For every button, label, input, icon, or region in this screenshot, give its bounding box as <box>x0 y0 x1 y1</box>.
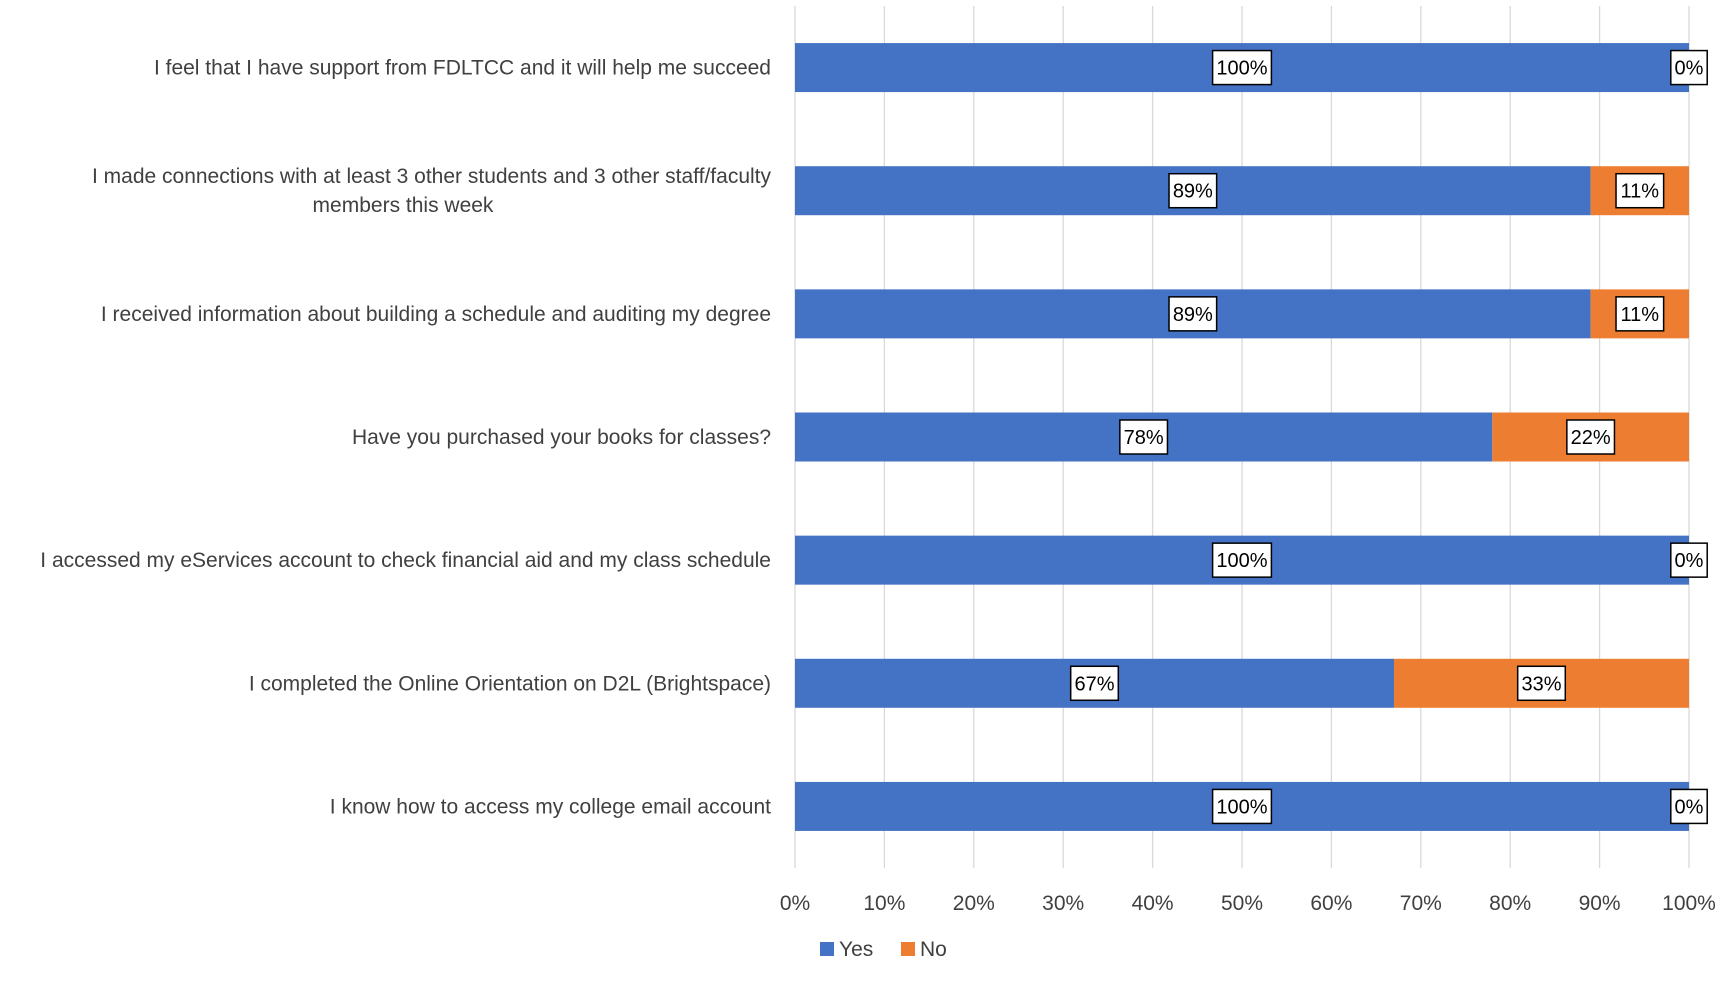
data-label-text: 67% <box>1074 673 1114 695</box>
data-label-yes: 100% <box>1211 49 1273 86</box>
data-label-text: 11% <box>1621 181 1660 203</box>
data-labels: 100% 0% 89% 11% 89% 11% 78% 22% 100% 0% 67% 33% 100%… <box>1069 49 1708 825</box>
data-label-text: 0% <box>1675 796 1704 818</box>
category-label: I know how to access my college email ac… <box>330 795 771 818</box>
data-label-text: 11% <box>1621 304 1660 326</box>
x-tick-label: 60% <box>1310 892 1352 915</box>
legend-item-no: No <box>901 938 947 961</box>
data-label-box <box>1211 788 1273 825</box>
data-label-text: 0% <box>1675 550 1704 572</box>
legend-label: Yes <box>839 938 873 961</box>
category-labels: I feel that I have support from FDLTCC a… <box>40 57 771 819</box>
category-label: Have you purchased your books for classe… <box>352 426 771 449</box>
data-label-text: 100% <box>1216 58 1267 80</box>
data-label-text: 100% <box>1216 796 1267 818</box>
x-tick-label: 40% <box>1132 892 1174 915</box>
data-label-box <box>1670 788 1708 825</box>
data-label-yes: 78% <box>1119 419 1169 455</box>
data-label-text: 100% <box>1216 550 1267 572</box>
data-label-no: 0% <box>1670 788 1708 825</box>
data-label-no: 0% <box>1670 49 1708 86</box>
data-label-no: 33% <box>1516 665 1567 702</box>
x-tick-label: 90% <box>1579 892 1621 915</box>
data-label-no: 11% <box>1615 296 1665 332</box>
x-tick-label: 30% <box>1042 892 1084 915</box>
data-label-text: 0% <box>1675 58 1704 80</box>
data-label-box <box>1615 296 1665 332</box>
data-label-yes: 67% <box>1069 665 1120 702</box>
data-label-yes: 89% <box>1168 172 1218 209</box>
legend-item-yes: Yes <box>820 938 873 961</box>
data-label-box <box>1069 665 1120 702</box>
x-tick-label: 70% <box>1400 892 1442 915</box>
data-label-box <box>1516 665 1567 702</box>
category-label: I completed the Online Orientation on D2… <box>249 672 771 695</box>
data-label-box <box>1566 419 1616 455</box>
data-label-yes: 89% <box>1168 296 1218 332</box>
data-label-box <box>1168 296 1218 332</box>
legend-label: No <box>920 938 947 961</box>
x-tick-label: 20% <box>953 892 995 915</box>
legend: Yes No <box>820 938 947 961</box>
x-tick-label: 10% <box>863 892 905 915</box>
x-tick-label: 100% <box>1662 892 1716 915</box>
data-label-text: 89% <box>1173 304 1213 326</box>
x-axis-ticks: 0% 10% 20% 30% 40% 50% 60% 70% 80% 90% 100% <box>780 892 1716 915</box>
data-label-box <box>1168 172 1218 209</box>
data-label-no: 11% <box>1615 172 1665 209</box>
data-label-box <box>1615 172 1665 209</box>
data-label-box <box>1670 542 1708 578</box>
data-label-text: 78% <box>1124 427 1164 449</box>
data-label-no: 22% <box>1566 419 1616 455</box>
data-label-box <box>1211 49 1273 86</box>
data-label-box <box>1119 419 1169 455</box>
x-tick-label: 50% <box>1221 892 1263 915</box>
data-label-text: 33% <box>1521 673 1561 695</box>
data-label-yes: 100% <box>1211 542 1273 578</box>
x-tick-label: 80% <box>1489 892 1531 915</box>
category-label: I received information about building a … <box>101 303 771 326</box>
data-label-box <box>1670 49 1708 86</box>
data-label-yes: 100% <box>1211 788 1273 825</box>
data-label-box <box>1211 542 1273 578</box>
legend-swatch <box>820 942 834 956</box>
legend-swatch <box>901 942 915 956</box>
category-label: I accessed my eServices account to check… <box>40 549 771 572</box>
category-label: I feel that I have support from FDLTCC a… <box>154 57 771 80</box>
data-label-text: 22% <box>1571 427 1611 449</box>
data-label-text: 89% <box>1173 181 1213 203</box>
data-label-no: 0% <box>1670 542 1708 578</box>
category-label: I made connections with at least 3 other… <box>92 165 772 188</box>
x-tick-label: 0% <box>780 892 810 915</box>
category-label: members this week <box>313 194 494 217</box>
